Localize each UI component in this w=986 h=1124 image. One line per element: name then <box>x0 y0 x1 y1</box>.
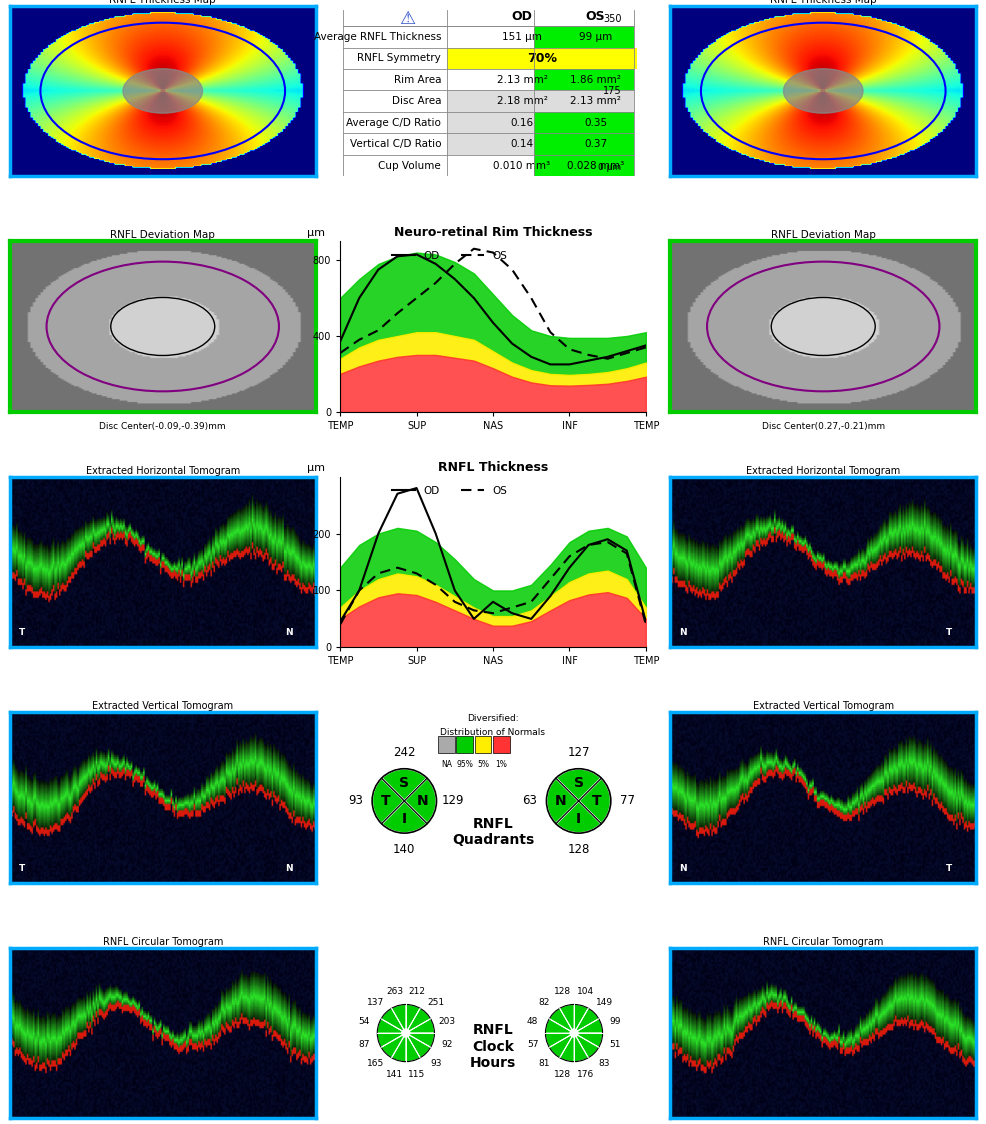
Text: 1.86 mm²: 1.86 mm² <box>570 74 621 84</box>
Bar <box>493 736 510 753</box>
Title: RNFL Thickness: RNFL Thickness <box>438 461 548 474</box>
Text: 70%: 70% <box>527 52 557 65</box>
Text: Rim Area: Rim Area <box>393 74 441 84</box>
Title: RNFL Deviation Map: RNFL Deviation Map <box>771 230 876 241</box>
Title: Neuro-retinal Rim Thickness: Neuro-retinal Rim Thickness <box>393 226 593 238</box>
Bar <box>447 134 534 155</box>
Text: RNFL
Quadrants: RNFL Quadrants <box>452 816 534 846</box>
Text: Distribution of Normals: Distribution of Normals <box>441 727 545 736</box>
Title: Extracted Horizontal Tomogram: Extracted Horizontal Tomogram <box>86 465 240 475</box>
Title: RNFL Thickness Map: RNFL Thickness Map <box>770 0 877 4</box>
Text: 151 μm: 151 μm <box>502 31 542 42</box>
Text: Diversified:: Diversified: <box>467 714 519 723</box>
Bar <box>447 47 637 69</box>
Circle shape <box>784 69 863 114</box>
Title: Extracted Horizontal Tomogram: Extracted Horizontal Tomogram <box>746 465 900 475</box>
Bar <box>534 90 634 112</box>
Text: 0.35: 0.35 <box>584 118 607 128</box>
Text: N: N <box>285 628 293 637</box>
Text: N: N <box>679 864 687 873</box>
Title: RNFL Circular Tomogram: RNFL Circular Tomogram <box>763 937 883 946</box>
Text: 0.37: 0.37 <box>584 139 607 149</box>
Text: 0.010 mm³: 0.010 mm³ <box>493 161 550 171</box>
Bar <box>474 736 491 753</box>
Text: NA: NA <box>441 760 452 769</box>
Bar <box>534 155 634 176</box>
Text: 2.13 mm²: 2.13 mm² <box>570 97 621 106</box>
Title: RNFL Thickness Map: RNFL Thickness Map <box>109 0 216 4</box>
Bar <box>534 112 634 134</box>
Bar <box>447 69 534 90</box>
Text: 99 μm: 99 μm <box>579 31 612 42</box>
Text: 2.13 mm²: 2.13 mm² <box>497 74 547 84</box>
Title: RNFL Deviation Map: RNFL Deviation Map <box>110 230 215 241</box>
Title: Extracted Vertical Tomogram: Extracted Vertical Tomogram <box>92 701 234 711</box>
Circle shape <box>123 69 202 114</box>
Title: Extracted Vertical Tomogram: Extracted Vertical Tomogram <box>752 701 894 711</box>
Bar <box>447 26 534 47</box>
Bar <box>534 26 634 47</box>
Text: 0.028 mm³: 0.028 mm³ <box>567 161 624 171</box>
Text: T: T <box>946 628 951 637</box>
Text: ⚠: ⚠ <box>399 10 415 28</box>
Bar <box>447 112 534 134</box>
Text: Disc Center(-0.09,-0.39)mm: Disc Center(-0.09,-0.39)mm <box>100 422 226 430</box>
Text: N: N <box>679 628 687 637</box>
Text: 0.14: 0.14 <box>511 139 533 149</box>
Text: Disc Center(0.27,-0.21)mm: Disc Center(0.27,-0.21)mm <box>762 422 884 430</box>
Text: Vertical C/D Ratio: Vertical C/D Ratio <box>349 139 441 149</box>
Text: N: N <box>285 864 293 873</box>
Y-axis label: μm: μm <box>307 463 324 473</box>
Text: Average RNFL Thickness: Average RNFL Thickness <box>314 31 441 42</box>
Text: T: T <box>946 864 951 873</box>
Text: Cup Volume: Cup Volume <box>379 161 441 171</box>
Text: 2.18 mm²: 2.18 mm² <box>497 97 547 106</box>
Text: Average C/D Ratio: Average C/D Ratio <box>346 118 441 128</box>
Text: 0 μm: 0 μm <box>599 163 621 172</box>
Bar <box>447 90 534 112</box>
Text: OS: OS <box>586 10 605 22</box>
Title: RNFL Circular Tomogram: RNFL Circular Tomogram <box>103 937 223 946</box>
Y-axis label: μm: μm <box>307 228 324 238</box>
Text: Disc Area: Disc Area <box>391 97 441 106</box>
Text: 175: 175 <box>602 85 621 96</box>
Bar <box>447 155 534 176</box>
Bar <box>438 736 455 753</box>
Bar <box>534 69 634 90</box>
Text: 95%: 95% <box>457 760 473 769</box>
Text: RNFL Symmetry: RNFL Symmetry <box>357 53 441 63</box>
Text: T: T <box>19 628 26 637</box>
Text: 5%: 5% <box>477 760 489 769</box>
Text: T: T <box>19 864 26 873</box>
Bar <box>457 736 473 753</box>
Text: 1%: 1% <box>496 760 508 769</box>
Text: RNFL
Clock
Hours: RNFL Clock Hours <box>470 1024 516 1070</box>
Text: 350: 350 <box>602 15 621 25</box>
Bar <box>534 134 634 155</box>
Text: OD: OD <box>512 10 532 22</box>
Text: 0.16: 0.16 <box>511 118 533 128</box>
Legend: OD, OS: OD, OS <box>388 482 511 500</box>
Legend: OD, OS: OD, OS <box>388 246 511 264</box>
